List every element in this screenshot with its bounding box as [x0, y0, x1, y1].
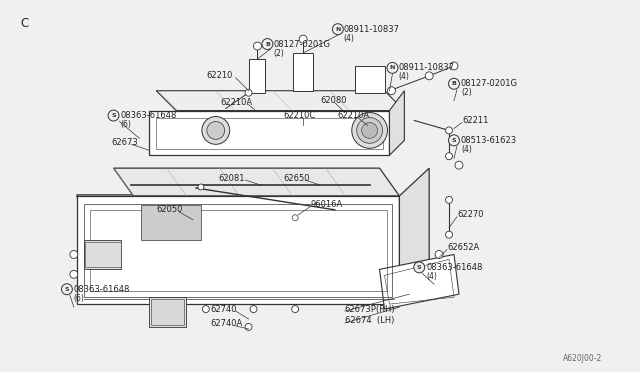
Circle shape — [449, 135, 460, 146]
Circle shape — [455, 161, 463, 169]
Text: 62210C: 62210C — [284, 111, 316, 120]
Circle shape — [292, 306, 299, 312]
Polygon shape — [355, 66, 385, 93]
Text: (4): (4) — [399, 72, 410, 81]
Text: 08363-61648: 08363-61648 — [426, 263, 483, 272]
Text: 62674  (LH): 62674 (LH) — [345, 317, 394, 326]
Polygon shape — [156, 91, 404, 110]
Text: 62081: 62081 — [219, 174, 245, 183]
Polygon shape — [149, 297, 186, 327]
Text: (6): (6) — [120, 120, 131, 129]
Polygon shape — [399, 168, 429, 304]
Text: S: S — [111, 113, 116, 118]
Text: 62210A: 62210A — [221, 98, 253, 107]
Circle shape — [108, 110, 119, 121]
Text: 62210: 62210 — [207, 71, 233, 80]
Text: (2): (2) — [461, 88, 472, 97]
Text: 62740: 62740 — [211, 305, 237, 314]
Text: 08127-0201G: 08127-0201G — [461, 79, 518, 88]
Circle shape — [70, 270, 78, 278]
Circle shape — [198, 184, 204, 190]
Text: 62650: 62650 — [284, 174, 310, 183]
Text: A620J00-2: A620J00-2 — [563, 354, 602, 363]
Circle shape — [387, 62, 398, 73]
Text: B: B — [452, 81, 456, 86]
Text: 08911-10837: 08911-10837 — [344, 25, 400, 34]
Text: 62080: 62080 — [320, 96, 346, 105]
Circle shape — [207, 122, 225, 140]
Circle shape — [445, 196, 452, 203]
Text: 08911-10837: 08911-10837 — [399, 63, 454, 73]
Circle shape — [292, 215, 298, 221]
Circle shape — [245, 89, 252, 96]
Polygon shape — [77, 196, 399, 304]
Text: 62210A: 62210A — [338, 111, 370, 120]
Text: 62740A: 62740A — [211, 320, 243, 328]
Polygon shape — [149, 110, 390, 155]
Text: S: S — [417, 265, 422, 270]
Text: S: S — [452, 138, 456, 143]
Polygon shape — [390, 91, 404, 155]
Circle shape — [387, 87, 396, 95]
Polygon shape — [84, 241, 120, 267]
Text: 62211: 62211 — [462, 116, 488, 125]
Circle shape — [262, 39, 273, 49]
Circle shape — [202, 116, 230, 144]
Polygon shape — [77, 195, 410, 289]
Circle shape — [245, 324, 252, 330]
Circle shape — [362, 122, 378, 138]
Text: 08127-0201G: 08127-0201G — [273, 39, 330, 49]
Text: 96016A: 96016A — [310, 201, 342, 209]
Text: 62652A: 62652A — [447, 243, 479, 252]
Circle shape — [435, 250, 443, 259]
Circle shape — [356, 118, 383, 143]
Text: S: S — [65, 287, 69, 292]
Text: B: B — [265, 42, 270, 46]
Circle shape — [61, 284, 72, 295]
Polygon shape — [293, 53, 313, 91]
Text: N: N — [390, 65, 395, 70]
Circle shape — [445, 127, 452, 134]
Polygon shape — [84, 240, 122, 269]
Text: 62050: 62050 — [156, 205, 182, 214]
Polygon shape — [151, 299, 184, 325]
Text: 62270: 62270 — [457, 210, 483, 219]
Text: N: N — [335, 27, 340, 32]
Circle shape — [425, 72, 433, 80]
Text: C: C — [20, 17, 29, 30]
Text: 08363-61648: 08363-61648 — [74, 285, 130, 294]
Text: (4): (4) — [461, 145, 472, 154]
Text: (4): (4) — [344, 33, 355, 43]
Polygon shape — [141, 205, 201, 240]
Circle shape — [449, 78, 460, 89]
Circle shape — [445, 153, 452, 160]
Circle shape — [70, 250, 78, 259]
Circle shape — [414, 262, 425, 273]
Text: (6): (6) — [74, 294, 84, 303]
Text: 62673: 62673 — [111, 138, 138, 147]
Text: 08513-61623: 08513-61623 — [461, 136, 517, 145]
Circle shape — [173, 306, 180, 312]
Circle shape — [299, 35, 307, 43]
Circle shape — [445, 231, 452, 238]
Text: (4): (4) — [426, 272, 437, 281]
Circle shape — [332, 24, 343, 35]
Circle shape — [352, 113, 387, 148]
Text: 62673P(RH): 62673P(RH) — [345, 305, 396, 314]
Polygon shape — [380, 254, 459, 309]
Circle shape — [253, 42, 262, 50]
Circle shape — [250, 306, 257, 312]
Polygon shape — [113, 168, 399, 196]
Polygon shape — [248, 59, 266, 93]
Text: (2): (2) — [273, 48, 284, 58]
Circle shape — [202, 306, 209, 312]
Text: 08363-61648: 08363-61648 — [120, 111, 177, 120]
Circle shape — [450, 62, 458, 70]
